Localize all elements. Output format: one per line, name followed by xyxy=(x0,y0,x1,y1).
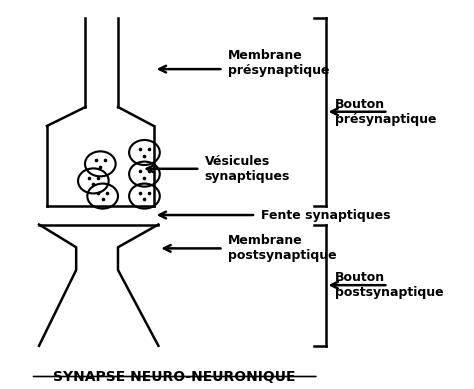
Text: Fente synaptiques: Fente synaptiques xyxy=(261,209,390,221)
Text: Vésicules
synaptiques: Vésicules synaptiques xyxy=(205,155,290,183)
Text: Membrane
postsynaptique: Membrane postsynaptique xyxy=(228,235,337,263)
Text: SYNAPSE NEURO-NEURONIQUE: SYNAPSE NEURO-NEURONIQUE xyxy=(54,370,296,384)
Text: Bouton
présynaptique: Bouton présynaptique xyxy=(335,98,437,126)
Text: Bouton
postsynaptique: Bouton postsynaptique xyxy=(335,271,444,299)
Text: Membrane
présynaptique: Membrane présynaptique xyxy=(228,49,329,77)
